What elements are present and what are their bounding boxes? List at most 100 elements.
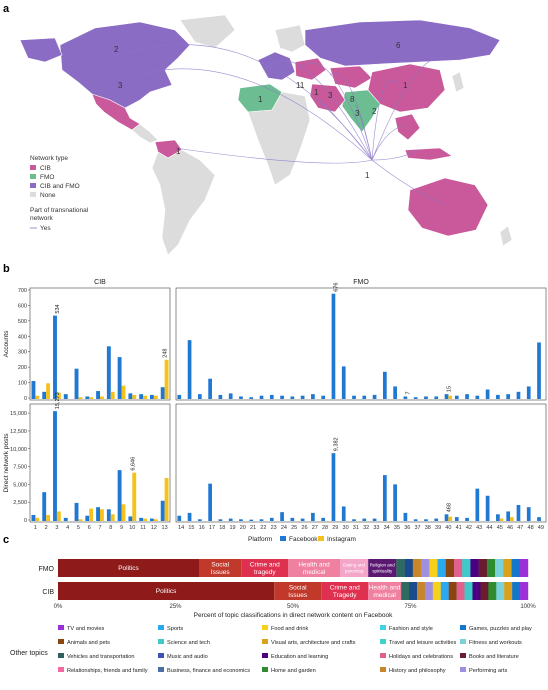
topic-label: Travel and leisure activities — [389, 640, 456, 646]
bar-facebook-28 — [321, 517, 326, 521]
segment-other-topic — [520, 582, 529, 600]
legend-label-yes: Yes — [40, 225, 51, 232]
x-tick-label: 45 — [497, 525, 503, 531]
segment-other-topic — [453, 559, 463, 577]
arc — [354, 104, 373, 161]
bar-facebook-1 — [31, 515, 36, 521]
segment-label: Politics — [156, 588, 177, 595]
y-tick-label: 700 — [18, 288, 27, 294]
x-tick-label: 25% — [169, 604, 182, 610]
bar-instagram-1 — [35, 517, 40, 521]
bar-facebook-10 — [128, 393, 133, 399]
plot-frame — [175, 287, 547, 401]
other-topics-title: Other topics — [10, 650, 48, 657]
legend-swatch-cib — [30, 165, 36, 170]
bar-facebook-3 — [53, 411, 57, 521]
segment-religion-and-spirituality — [368, 559, 397, 577]
x-tick-label: 42 — [466, 525, 472, 531]
bar-facebook-16 — [197, 394, 202, 399]
topic-label: Music and audio — [167, 654, 208, 660]
x-tick-label: 40 — [445, 525, 451, 531]
bar-facebook-41 — [454, 395, 459, 399]
bar-facebook-35 — [393, 484, 397, 522]
arc — [371, 124, 406, 161]
topic-swatch — [380, 625, 386, 630]
bar-facebook-39 — [434, 396, 439, 399]
arc — [371, 79, 401, 161]
arc — [371, 56, 451, 161]
x-tick-label: 28 — [322, 525, 328, 531]
legend-label-instagram: Instagram — [327, 536, 356, 543]
bar-facebook-49 — [537, 517, 541, 521]
bar-instagram-6 — [89, 397, 94, 399]
x-tick-label: 19 — [229, 525, 235, 531]
x-tick-label: 5 — [77, 525, 80, 531]
region-south-america — [151, 149, 216, 256]
bar-chart-b-bottom-right: 9,382 468 14 15 16 17 18 19 20 21 22 23 24 25 26 27 28 29… — [175, 403, 547, 531]
topic-label: History and philosophy — [389, 668, 446, 674]
region-count-label: 8 — [350, 95, 355, 104]
bar-facebook-7 — [96, 391, 100, 399]
topic-swatch — [460, 625, 466, 630]
x-tick-label: 27 — [312, 525, 318, 531]
x-tick-label: 18 — [219, 525, 225, 531]
bar-facebook-24 — [280, 395, 284, 399]
bar-instagram-5 — [78, 397, 83, 399]
segment-other-topic — [437, 559, 446, 577]
bar-facebook-36 — [403, 512, 408, 522]
y-tick-label: 100 — [18, 381, 27, 387]
x-tick-label: 41 — [456, 525, 462, 531]
x-tick-label: 3 — [55, 525, 58, 531]
topic-label: Science and tech — [167, 640, 210, 646]
bar-facebook-27 — [311, 394, 315, 399]
y-tick-label: 5,000 — [13, 482, 27, 488]
bar-facebook-41 — [454, 517, 459, 521]
segment-label: Crime and — [250, 561, 280, 568]
x-tick-label: 9 — [120, 525, 123, 531]
region-greenland — [179, 14, 236, 49]
bar-facebook-21 — [249, 519, 254, 521]
x-tick-label: 30 — [343, 525, 349, 531]
segment-label: medical — [373, 592, 396, 599]
bar-facebook-33 — [372, 394, 377, 399]
x-tick-label: 1 — [34, 525, 37, 531]
bar-facebook-13 — [160, 387, 165, 399]
panel-label-a: a — [3, 3, 10, 15]
bar-instagram-40 — [448, 395, 453, 399]
segment-relationships — [340, 559, 369, 577]
topic-swatch — [460, 653, 466, 658]
bar-instagram-12 — [153, 395, 158, 399]
bar-facebook-1 — [31, 381, 36, 399]
bar-facebook-3 — [53, 315, 57, 399]
bar-facebook-11 — [139, 394, 144, 399]
segment-social-issues — [274, 582, 322, 600]
x-tick-label: 49 — [538, 525, 544, 531]
bar-instagram-11 — [143, 518, 147, 521]
bar-facebook-16 — [197, 519, 202, 521]
bar-facebook-2 — [42, 492, 47, 521]
x-tick-label: 16 — [199, 525, 205, 531]
topic-swatch — [158, 667, 164, 672]
segment-other-topic — [495, 559, 504, 577]
bar-facebook-22 — [259, 395, 264, 399]
topic-swatch — [380, 667, 386, 672]
arc — [174, 147, 373, 164]
legend-label-cib: CIB — [40, 165, 51, 172]
topic-swatch — [158, 639, 164, 644]
bar-facebook-20 — [239, 519, 243, 521]
bar-instagram-13 — [164, 359, 169, 399]
region-count-label: 2 — [372, 107, 377, 116]
bar-facebook-40 — [444, 394, 449, 399]
x-tick-label: 37 — [414, 525, 420, 531]
bar-facebook-36 — [403, 396, 408, 399]
region-count-label: 3 — [118, 81, 123, 90]
y-tick-label: 12,500 — [10, 429, 27, 435]
topic-swatch — [460, 667, 466, 672]
legend-swatch-instagram — [318, 536, 324, 541]
bar-facebook-21 — [249, 397, 254, 399]
x-tick-label: 23 — [271, 525, 277, 531]
panel-label-c: c — [3, 534, 9, 546]
arc — [319, 99, 373, 161]
segment-other-topic — [462, 559, 471, 577]
